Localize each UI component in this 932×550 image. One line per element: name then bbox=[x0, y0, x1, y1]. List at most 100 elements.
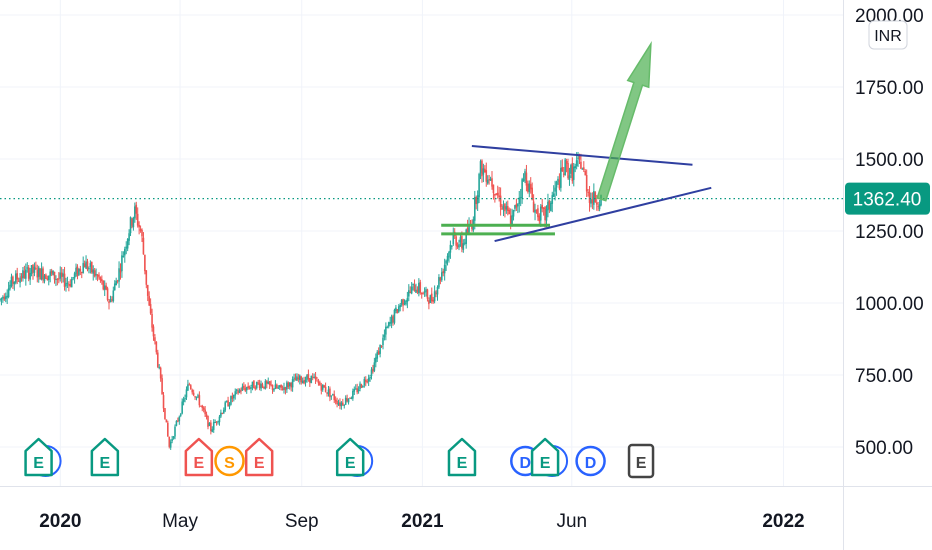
price-axis[interactable]: 500.00 750.00 1000.00 1250.00 1500.00 1750.00… bbox=[843, 0, 932, 550]
candle-down bbox=[356, 388, 358, 393]
candle-up bbox=[337, 403, 340, 405]
candle-down bbox=[475, 196, 478, 205]
candle-down bbox=[413, 284, 416, 292]
candle-up bbox=[418, 282, 420, 294]
candle-down bbox=[159, 367, 162, 379]
candle-up bbox=[52, 270, 54, 276]
candle-down bbox=[396, 309, 399, 314]
event-marker-s[interactable]: S bbox=[214, 445, 245, 477]
candle-down bbox=[155, 341, 158, 353]
candle-down bbox=[164, 408, 166, 420]
event-marker-e[interactable]: E bbox=[335, 437, 374, 477]
candle-up bbox=[415, 289, 417, 293]
candle-down bbox=[111, 299, 113, 301]
candle-down bbox=[50, 270, 53, 274]
candle-up bbox=[66, 282, 69, 284]
candle-down bbox=[419, 282, 422, 293]
candle-down bbox=[492, 184, 495, 193]
candle-up bbox=[118, 268, 120, 282]
candle-up bbox=[443, 264, 446, 274]
candle-up bbox=[72, 277, 74, 279]
event-marker-e[interactable]: E bbox=[90, 437, 120, 477]
candle-down bbox=[435, 292, 437, 294]
candle-up bbox=[438, 276, 440, 288]
candle-up bbox=[59, 272, 62, 279]
candle-down bbox=[116, 280, 119, 282]
candle-up bbox=[357, 389, 360, 392]
candle-down bbox=[496, 192, 499, 196]
candle-up bbox=[291, 379, 294, 388]
candle-up bbox=[382, 337, 384, 346]
candle-down bbox=[271, 384, 274, 390]
candle-down bbox=[96, 274, 99, 277]
candle-down bbox=[148, 296, 150, 306]
event-marker-e[interactable]: E bbox=[530, 437, 569, 477]
candle-up bbox=[505, 206, 508, 210]
candle-up bbox=[273, 389, 275, 391]
candle-down bbox=[565, 160, 568, 164]
candle-down bbox=[167, 422, 169, 437]
candle-up bbox=[452, 233, 455, 245]
event-marker-e[interactable]: E bbox=[184, 437, 214, 477]
candle-up bbox=[354, 388, 357, 390]
candle-up bbox=[581, 168, 584, 170]
time-axis[interactable]: 2020 May Sep 2021 Jun 2022 bbox=[0, 486, 932, 533]
candle-down bbox=[98, 274, 100, 278]
candle-down bbox=[149, 304, 152, 314]
candle-up bbox=[225, 401, 228, 403]
event-marker-e[interactable]: E bbox=[244, 437, 274, 477]
last-price-label: 1362.40 bbox=[845, 182, 930, 215]
candle-down bbox=[532, 201, 535, 213]
candle-up bbox=[129, 217, 132, 234]
candle-up bbox=[125, 246, 128, 249]
candle-down bbox=[495, 193, 498, 195]
candle-down bbox=[377, 351, 380, 355]
candle-up bbox=[550, 202, 552, 211]
candle-down bbox=[63, 273, 66, 287]
candle-down bbox=[481, 160, 483, 177]
breakout-arrow[interactable] bbox=[596, 40, 652, 202]
candle-up bbox=[85, 261, 87, 269]
candle-down bbox=[319, 382, 321, 386]
candle-up bbox=[555, 181, 558, 188]
triangle-lower-trendline[interactable] bbox=[494, 186, 712, 243]
candle-up bbox=[182, 399, 185, 402]
candle-up bbox=[88, 268, 90, 270]
candle-down bbox=[420, 292, 423, 295]
candle-up bbox=[245, 387, 248, 391]
candle-up bbox=[410, 286, 413, 294]
event-marker-e[interactable]: E bbox=[627, 443, 655, 479]
candle-down bbox=[42, 268, 44, 280]
candle-down bbox=[324, 386, 327, 392]
event-marker-letter: E bbox=[33, 455, 44, 472]
candle-down bbox=[336, 401, 338, 405]
candle-down bbox=[498, 195, 500, 198]
candle-up bbox=[547, 201, 549, 211]
candle-down bbox=[69, 283, 72, 287]
candle-up bbox=[25, 269, 27, 279]
candle-down bbox=[591, 199, 594, 204]
candle-up bbox=[264, 381, 267, 389]
candle-down bbox=[210, 422, 212, 432]
event-marker-letter: E bbox=[540, 455, 551, 472]
drawing-annotations bbox=[0, 40, 843, 243]
candle-down bbox=[154, 337, 156, 342]
candle-up bbox=[65, 282, 67, 287]
candle-down bbox=[142, 237, 145, 255]
event-marker-d[interactable]: D bbox=[575, 445, 606, 477]
currency-badge[interactable]: INR bbox=[868, 20, 908, 50]
candle-up bbox=[600, 195, 602, 206]
candle-down bbox=[583, 167, 585, 170]
event-marker-e[interactable]: E bbox=[447, 437, 477, 477]
candle-up bbox=[6, 295, 8, 298]
candle-up bbox=[376, 351, 379, 359]
candle-up bbox=[353, 389, 356, 392]
candle-up bbox=[375, 357, 377, 363]
triangle-upper-trendline[interactable] bbox=[471, 145, 693, 166]
candle-up bbox=[222, 409, 225, 414]
candle-down bbox=[595, 202, 598, 205]
candle-down bbox=[76, 266, 79, 277]
event-marker-e[interactable]: E bbox=[24, 437, 62, 477]
candle-down bbox=[102, 280, 105, 290]
